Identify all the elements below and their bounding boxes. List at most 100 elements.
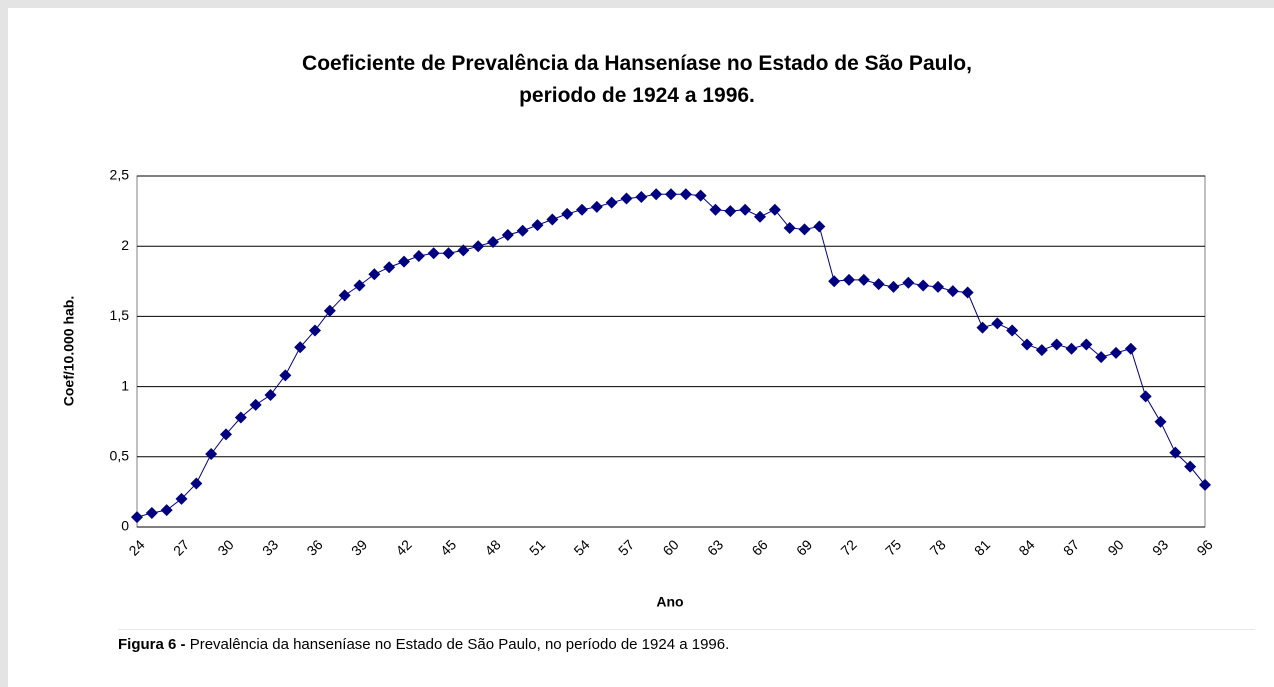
x-tick-label: 27 — [170, 536, 192, 558]
data-point — [709, 203, 722, 216]
data-point — [353, 279, 366, 292]
data-point — [1095, 351, 1108, 364]
data-point — [694, 189, 707, 202]
data-point — [961, 286, 974, 299]
data-point — [234, 411, 247, 424]
data-point — [1006, 324, 1019, 337]
x-tick-label: 57 — [615, 536, 637, 558]
x-tick-label: 63 — [704, 536, 726, 558]
data-point — [145, 506, 158, 519]
data-point — [412, 250, 425, 263]
data-point — [1139, 390, 1152, 403]
x-tick-label: 84 — [1015, 536, 1037, 558]
data-point — [917, 279, 930, 292]
x-tick-label: 33 — [259, 536, 281, 558]
data-point — [190, 477, 203, 490]
data-point — [739, 203, 752, 216]
data-point — [828, 275, 841, 288]
data-point — [309, 324, 321, 337]
y-tick-label: 2 — [121, 237, 129, 253]
data-point — [1035, 344, 1048, 357]
data-point — [976, 321, 989, 334]
frame — [8, 8, 1274, 687]
data-point — [1154, 415, 1167, 428]
data-point — [724, 205, 737, 218]
x-tick-label: 54 — [570, 536, 592, 558]
x-tick-label: 66 — [748, 536, 770, 558]
caption-text: Prevalência da hanseníase no Estado de S… — [189, 636, 730, 653]
x-tick-label: 81 — [971, 536, 993, 558]
data-point — [160, 504, 173, 517]
series-line — [136, 193, 1206, 518]
y-tick-label: 0 — [121, 518, 129, 534]
data-point — [472, 240, 485, 253]
x-tick-label: 75 — [882, 536, 904, 558]
x-tick-label: 72 — [837, 536, 859, 558]
data-point — [427, 247, 440, 260]
x-tick-label: 69 — [793, 536, 815, 558]
x-tick-label: 78 — [926, 536, 948, 558]
data-point — [279, 369, 292, 382]
x-tick-label: 45 — [437, 536, 459, 558]
data-point — [1110, 346, 1122, 359]
data-point — [1124, 342, 1137, 355]
data-point — [487, 235, 499, 248]
data-point — [398, 255, 410, 268]
x-tick-label: 30 — [214, 536, 236, 558]
data-point — [338, 289, 351, 302]
data-point — [264, 389, 277, 402]
caption-label: Figura 6 - — [118, 636, 186, 653]
x-tick-label: 42 — [392, 536, 414, 558]
data-point — [798, 223, 811, 236]
data-point — [783, 221, 796, 234]
data-point — [1199, 478, 1211, 491]
data-point — [531, 219, 544, 232]
data-point — [857, 273, 870, 286]
x-tick-label: 48 — [481, 536, 503, 558]
data-point — [813, 220, 826, 233]
data-point — [754, 210, 766, 223]
data-point — [368, 268, 381, 281]
y-tick-label: 2,5 — [110, 167, 130, 183]
data-point — [383, 261, 396, 274]
data-point — [620, 192, 633, 205]
data-point — [1184, 460, 1197, 473]
x-tick-label: 93 — [1149, 536, 1171, 558]
x-tick-label: 24 — [125, 536, 147, 558]
y-axis-title: Coef/10.000 hab. — [61, 296, 77, 407]
data-point — [131, 511, 143, 524]
data-point — [932, 280, 944, 293]
data-point — [946, 285, 959, 298]
data-point — [843, 273, 855, 286]
data-point — [635, 191, 648, 204]
data-point — [442, 247, 455, 260]
data-point — [175, 492, 188, 505]
data-point — [902, 276, 915, 289]
x-tick-label: 51 — [526, 536, 548, 558]
data-point — [590, 200, 603, 213]
y-tick-label: 0,5 — [110, 448, 130, 464]
x-tick-label: 87 — [1060, 536, 1082, 558]
x-tick-label: 96 — [1193, 536, 1215, 558]
data-point — [768, 203, 781, 216]
chart-title: Coeficiente de Prevalência da Hanseníase… — [302, 52, 972, 107]
data-point — [679, 188, 692, 201]
data-point — [665, 188, 677, 201]
x-tick-label: 39 — [348, 536, 370, 558]
y-tick-label: 1 — [121, 377, 129, 393]
data-point — [872, 278, 885, 291]
x-tick-label: 90 — [1104, 536, 1126, 558]
data-point — [1169, 446, 1182, 459]
data-point — [576, 203, 588, 216]
caption: Figura 6 - Prevalência da hanseníase no … — [118, 636, 729, 653]
y-tick-label: 1,5 — [110, 307, 130, 323]
data-point — [650, 188, 663, 201]
data-point — [605, 196, 618, 209]
data-point — [887, 280, 900, 293]
x-axis-title: Ano — [656, 594, 683, 610]
data-point — [501, 228, 514, 241]
data-point — [323, 304, 336, 317]
data-point — [1065, 342, 1078, 355]
data-point — [991, 317, 1004, 330]
